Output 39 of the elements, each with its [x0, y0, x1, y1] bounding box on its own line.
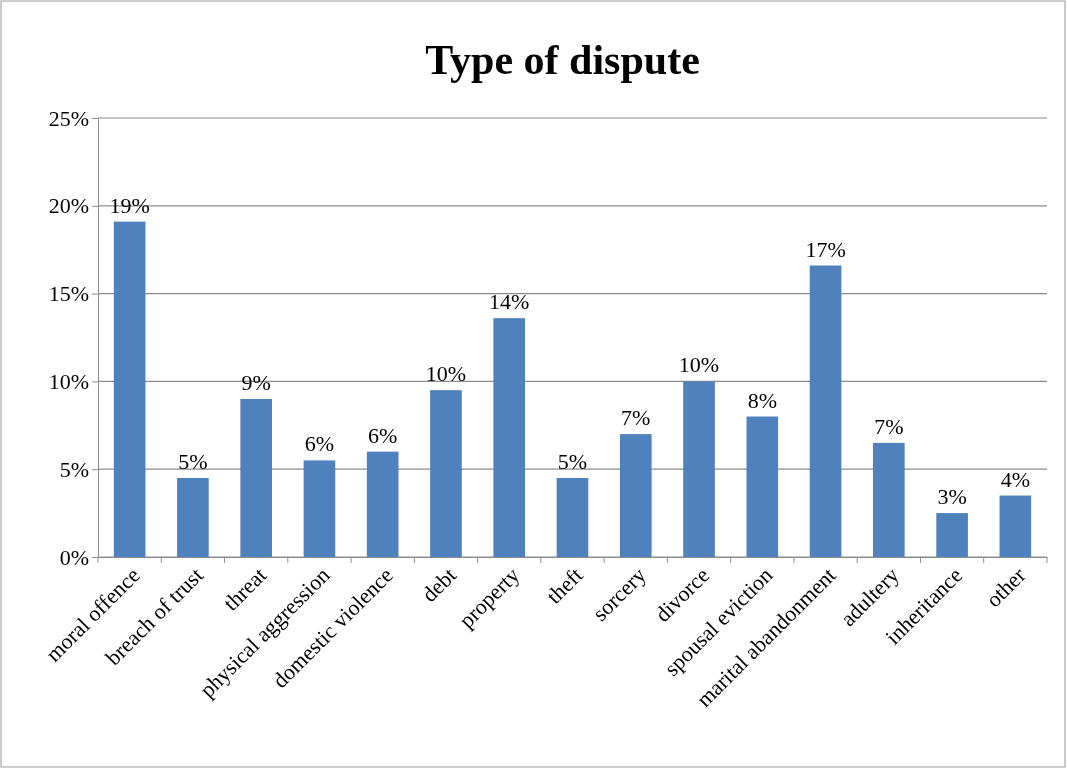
data-label: 7%	[874, 413, 904, 439]
y-tick-label: 25%	[48, 105, 89, 131]
bar	[240, 398, 272, 557]
data-label: 10%	[425, 361, 467, 387]
x-tick-label: debt	[416, 562, 462, 607]
data-label: 19%	[109, 192, 150, 218]
bar	[683, 381, 715, 557]
data-label: 3%	[937, 484, 967, 510]
data-label: 14%	[489, 289, 530, 315]
bar	[556, 477, 589, 557]
bar	[366, 451, 399, 557]
data-label: 17%	[805, 236, 846, 262]
bar	[936, 513, 968, 557]
data-label: 6%	[368, 422, 398, 448]
bar	[873, 442, 905, 557]
bar	[809, 265, 842, 557]
data-label: 5%	[178, 448, 208, 474]
bar	[303, 460, 336, 557]
y-tick-label: 10%	[48, 368, 89, 394]
x-tick-label: theft	[541, 562, 588, 609]
y-tick-label: 5%	[59, 456, 89, 482]
bar	[746, 416, 779, 557]
data-label: 9%	[241, 369, 271, 395]
y-tick-label: 20%	[48, 193, 89, 219]
data-label: 10%	[678, 352, 720, 378]
bar	[177, 477, 209, 557]
bar	[999, 495, 1032, 557]
y-tick-label: 15%	[48, 281, 89, 307]
data-label: 6%	[304, 431, 335, 457]
chart-title: Type of dispute	[425, 37, 700, 83]
data-label: 8%	[747, 387, 777, 413]
bar	[430, 390, 462, 557]
bar	[619, 434, 652, 557]
data-label: 7%	[621, 405, 651, 431]
bar	[493, 318, 526, 557]
y-tick-label: 0%	[59, 544, 89, 570]
data-label: 5%	[557, 448, 588, 474]
data-label: 4%	[1000, 466, 1031, 492]
bar	[113, 221, 146, 557]
